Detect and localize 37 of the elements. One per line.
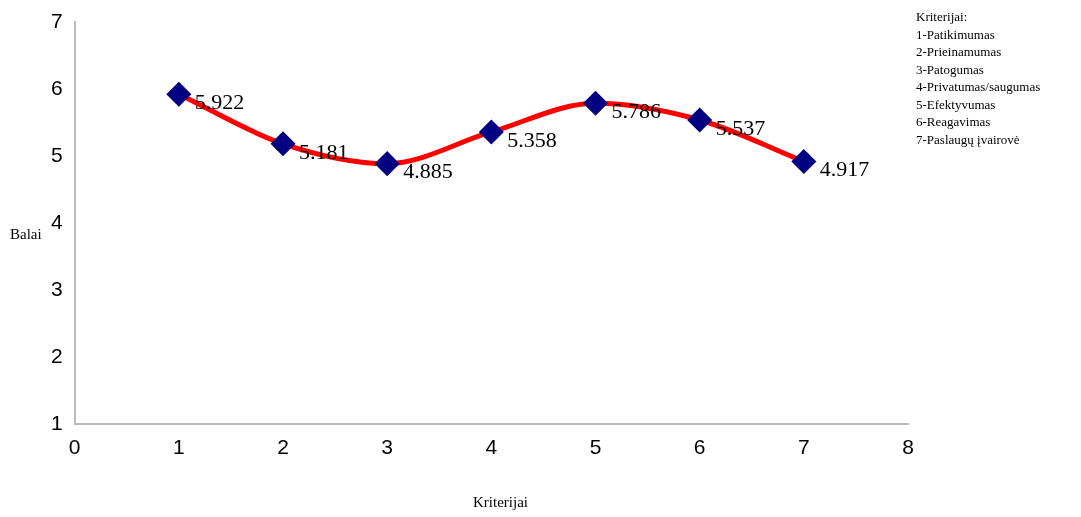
y-tick-label: 1 — [50, 410, 63, 434]
text: 4-Privatumas/saugumas — [916, 78, 1041, 96]
point — [688, 108, 712, 132]
point — [792, 149, 816, 173]
x-tick-label: 0 — [68, 435, 81, 459]
x-tick-label: 5 — [589, 435, 602, 459]
data-label: 5.358 — [507, 126, 557, 152]
point — [375, 152, 399, 176]
x-tick-label: 4 — [485, 435, 498, 459]
text: 6-Reagavimas — [916, 113, 992, 131]
data-label: 4.917 — [819, 156, 870, 182]
point — [271, 132, 295, 156]
x-tick-label: 1 — [173, 435, 185, 459]
text: 7-Paslaugų įvairovė — [916, 130, 1021, 148]
text: 5-Efektyvumas — [916, 95, 997, 113]
point — [479, 120, 503, 144]
y-tick-label: 6 — [50, 75, 63, 99]
y-axis-title: Balai — [10, 226, 42, 243]
x-tick-label: 3 — [381, 435, 394, 459]
x-tick-label: 8 — [902, 435, 914, 459]
y-tick-label: 7 — [50, 8, 63, 32]
text: 3-Patogumas — [916, 60, 985, 78]
point — [167, 82, 191, 106]
text: Kriterijai: — [916, 8, 969, 26]
point — [584, 91, 608, 115]
text: 1-Patikimumas — [916, 25, 996, 43]
data-label: 4.885 — [403, 158, 453, 184]
data-label: 5.922 — [194, 88, 245, 114]
y-tick-label: 2 — [50, 343, 63, 367]
y-tick-label: 5 — [50, 142, 63, 166]
x-axis-title: Kriterijai — [472, 494, 529, 511]
x-tick-label: 7 — [797, 435, 810, 459]
text: 2-Prieinamumas — [916, 43, 1003, 61]
y-tick-label: 3 — [50, 276, 63, 300]
y-tick-label: 4 — [50, 209, 63, 233]
x-tick-label: 2 — [277, 435, 289, 459]
x-tick-label: 6 — [693, 435, 706, 459]
